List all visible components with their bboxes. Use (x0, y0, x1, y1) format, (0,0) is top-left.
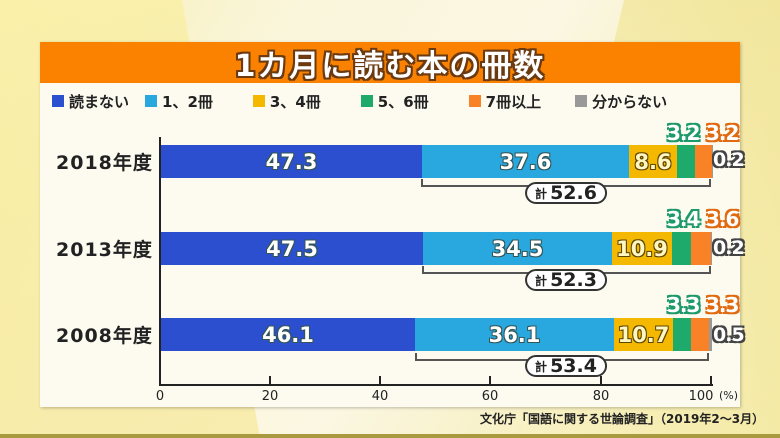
bottom-strip (0, 434, 780, 438)
legend-swatch-icon (468, 95, 481, 107)
legend-label: 分からない (592, 92, 668, 111)
segment-3-4-books: 10.9 (612, 232, 672, 265)
legend-label: 1、2冊 (162, 92, 213, 111)
legend: 読まない 1、2冊 3、4冊 5、6冊 7冊以上 分からない (52, 91, 667, 111)
legend-item-unknown: 分からない (575, 91, 667, 112)
x-tick-label: 20 (261, 389, 279, 404)
total-prefix: 計 (535, 273, 548, 288)
total-badge: 計 53.4 (525, 355, 607, 377)
segment-7-plus-books (691, 318, 709, 351)
segment-5-6-books (677, 145, 695, 178)
segment-1-2-books: 34.5 (423, 232, 612, 265)
x-tick-label: 0 (155, 389, 165, 404)
x-axis-unit: (%) (719, 389, 739, 402)
label-5-6-books: 3.3 (667, 293, 700, 317)
legend-swatch-icon (360, 95, 373, 107)
legend-swatch-icon (252, 95, 265, 107)
y-axis (159, 137, 161, 386)
legend-item-5-6-books: 5、6冊 (360, 91, 429, 112)
x-tick-label: 100 (688, 389, 714, 404)
label-7-plus-books: 3.3 (706, 293, 739, 317)
segment-unknown (709, 318, 712, 351)
label-7-plus-books: 3.6 (706, 207, 739, 231)
x-tick (379, 376, 381, 385)
segment-5-6-books (672, 232, 691, 265)
total-value: 53.4 (550, 355, 597, 377)
chart-panel: 1カ月に読む本の冊数 読まない 1、2冊 3、4冊 5、6冊 7冊以上 分からな… (40, 42, 745, 407)
label-unknown: 0.2 (713, 237, 745, 259)
bar-2008: 46.1 36.1 10.7 (161, 318, 712, 351)
segment-3-4-books: 10.7 (614, 318, 673, 351)
segment-unknown (712, 145, 713, 178)
x-tick (489, 376, 491, 385)
label-5-6-books: 3.4 (667, 207, 700, 231)
source-caption: 文化庁「国語に関する世論調査」（2019年2～3月） (480, 412, 765, 426)
legend-item-not-reading: 読まない (52, 91, 129, 112)
segment-not-reading: 47.3 (161, 145, 422, 178)
x-tick-label: 80 (592, 389, 610, 404)
segment-3-4-books: 8.6 (629, 145, 677, 178)
x-tick (600, 376, 602, 385)
x-tick-label: 40 (371, 389, 389, 404)
legend-label: 7冊以上 (485, 92, 542, 111)
segment-7-plus-books (695, 145, 712, 178)
total-badge: 計 52.3 (525, 269, 607, 291)
label-unknown: 0.5 (713, 324, 745, 346)
legend-label: 5、6冊 (377, 92, 429, 111)
total-prefix: 計 (535, 359, 548, 374)
legend-swatch-icon (145, 95, 158, 107)
row-label-2008: 2008年度 (56, 325, 153, 347)
legend-swatch-icon (575, 95, 588, 107)
segment-1-2-books: 36.1 (415, 318, 614, 351)
segment-7-plus-books (691, 232, 711, 265)
segment-1-2-books: 37.6 (422, 145, 629, 178)
legend-item-1-2-books: 1、2冊 (145, 91, 213, 112)
label-unknown: 0.2 (713, 149, 745, 171)
legend-label: 3、4冊 (269, 92, 321, 111)
total-prefix: 計 (535, 186, 548, 201)
legend-label: 読まない (69, 92, 130, 111)
total-value: 52.3 (550, 269, 597, 291)
x-tick (710, 376, 712, 385)
legend-item-3-4-books: 3、4冊 (252, 91, 321, 112)
x-axis (159, 384, 713, 386)
chart-title: 1カ月に読む本の冊数 (234, 48, 546, 84)
x-tick (269, 376, 271, 385)
segment-unknown (711, 232, 712, 265)
segment-5-6-books (673, 318, 691, 351)
chart-header: 1カ月に読む本の冊数 (40, 42, 740, 84)
label-7-plus-books: 3.2 (706, 121, 739, 145)
x-tick-label: 60 (481, 389, 499, 404)
legend-swatch-icon (52, 95, 64, 107)
total-value: 52.6 (550, 182, 597, 204)
total-badge: 計 52.6 (525, 182, 607, 204)
row-label-2018: 2018年度 (56, 152, 153, 174)
segment-not-reading: 46.1 (161, 318, 415, 351)
bar-2013: 47.5 34.5 10.9 (161, 232, 712, 265)
legend-item-7-plus-books: 7冊以上 (468, 91, 542, 112)
label-5-6-books: 3.2 (667, 121, 700, 145)
bar-2018: 47.3 37.6 8.6 (161, 145, 713, 178)
row-label-2013: 2013年度 (56, 239, 153, 261)
segment-not-reading: 47.5 (161, 232, 423, 265)
